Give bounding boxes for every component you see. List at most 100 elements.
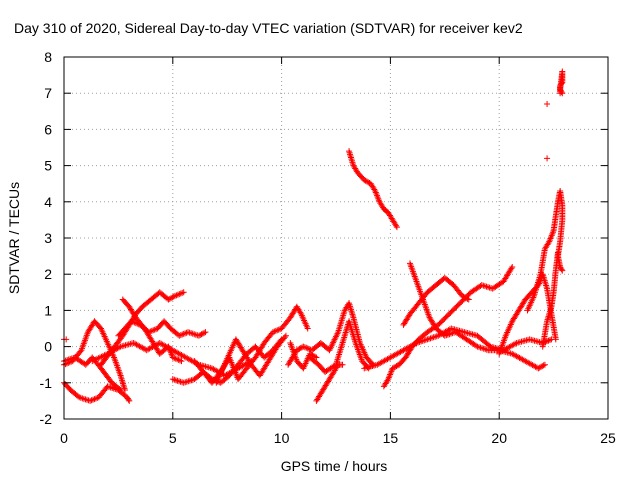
data-marker [199,330,206,337]
data-marker [365,179,372,186]
data-marker [282,332,289,339]
series-track-k [285,300,376,368]
data-marker [508,265,515,272]
data-marker [126,397,133,404]
y-axis-label: SDTVAR / TECUs [6,182,22,294]
y-tick-label: -1 [40,375,53,391]
series-track-f [115,318,209,339]
data-marker [176,291,183,298]
data-marker [361,177,368,184]
y-tick-label: -2 [40,411,53,427]
data-marker [179,331,186,338]
data-marker [169,354,176,361]
data-marker [151,326,158,333]
data-marker [559,267,566,274]
data-marker [195,332,202,339]
data-marker [198,331,205,338]
data-marker [172,355,179,362]
data-marker [339,361,346,368]
data-marker [180,330,187,337]
data-marker [169,294,176,301]
y-tick-label: 8 [44,49,52,65]
series-track-b [61,318,128,394]
y-tick-label: 7 [44,85,52,101]
series-track-j [213,332,289,386]
data-marker [465,296,472,303]
data-marker [179,289,186,296]
data-marker [552,336,559,343]
data-marker [150,327,157,334]
data-marker [313,354,320,361]
data-marker [91,396,98,403]
y-tick-label: 3 [44,230,52,246]
data-marker [176,332,183,339]
data-marker [173,292,180,299]
series-track-n [313,361,346,404]
data-marker [132,320,139,327]
data-marker [544,155,551,162]
y-tick-label: 6 [44,121,52,137]
data-marker [463,295,470,302]
data-marker [460,293,467,300]
data-marker [175,356,182,363]
data-marker [301,344,308,351]
data-marker [464,295,471,302]
data-marker [116,344,123,351]
data-marker [92,395,99,402]
x-axis-label: GPS time / hours [281,458,388,474]
data-marker [539,363,546,370]
y-tick-label: 5 [44,158,52,174]
x-tick-label: 5 [169,430,177,446]
data-marker [134,320,141,327]
data-marker [165,296,172,303]
data-marker [170,293,177,300]
data-marker [304,325,311,332]
data-marker [275,326,282,333]
chart-title: Day 310 of 2020, Sidereal Day-to-day VTE… [14,20,523,36]
series-track-t [496,271,559,357]
data-marker [509,263,516,270]
x-tick-label: 15 [383,430,399,446]
data-marker [182,330,189,337]
data-marker [168,295,175,302]
x-tick-label: 0 [60,430,68,446]
data-marker [77,348,84,355]
data-marker [512,340,519,347]
data-marker [297,345,304,352]
data-marker [389,365,396,372]
axis-ticks [63,56,609,420]
data-marker [303,344,310,351]
data-marker [272,327,279,334]
data-marker [129,318,136,325]
x-tick-labels: 0 5 10 15 20 25 [60,430,616,446]
data-marker [536,364,543,371]
data-marker [90,396,97,403]
y-tick-label: 4 [44,194,52,210]
data-marker [293,347,300,354]
data-marker [545,240,552,247]
series-track-w [557,68,566,97]
data-marker [362,177,369,184]
data-marker [131,319,138,326]
data-marker [558,88,565,95]
data-marker [174,291,181,298]
data-marker [545,337,552,344]
data-marker [393,363,400,370]
data-marker [117,387,124,394]
data-marker [177,290,184,297]
data-marker [271,328,278,335]
series-track-i [191,303,311,386]
data-marker [171,355,178,362]
data-marker [393,222,400,229]
data-marker [148,327,155,334]
data-marker [297,309,304,316]
data-marker [473,342,480,349]
data-marker [174,356,181,363]
data-marker [461,294,468,301]
data-marker [178,358,185,365]
data-marker [540,362,547,369]
data-marker [197,332,204,339]
data-marker [274,327,281,334]
y-tick-label: 2 [44,266,52,282]
